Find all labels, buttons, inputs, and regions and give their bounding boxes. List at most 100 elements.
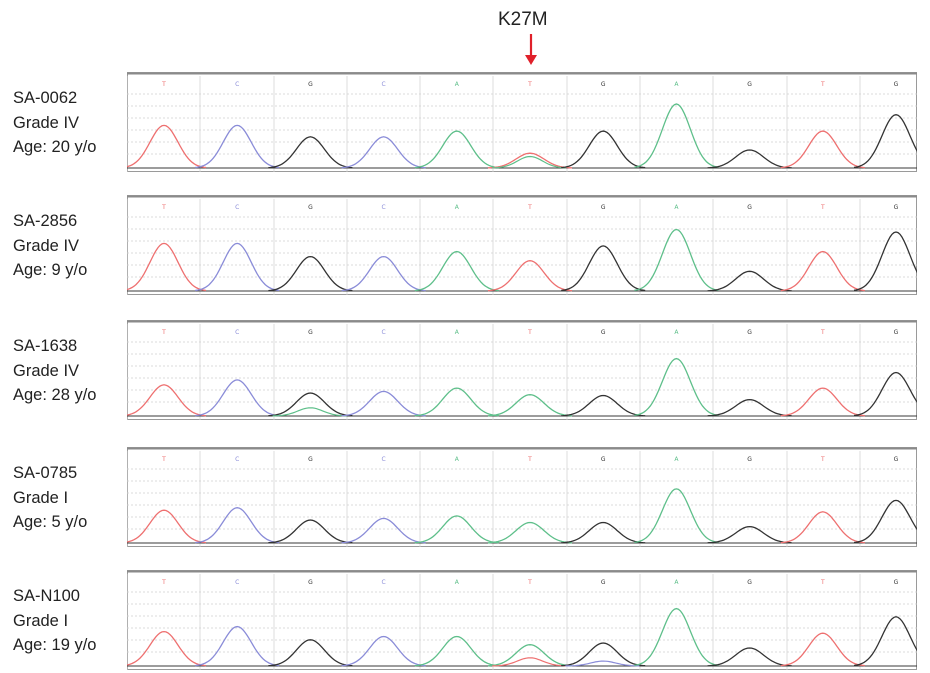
chromatogram-peak [780, 632, 865, 667]
base-call-label: T [527, 456, 532, 463]
chromatogram-peak [487, 644, 573, 667]
panel-frame [127, 320, 917, 420]
base-call-label: T [527, 579, 532, 586]
chromatogram-peak [634, 607, 719, 667]
sample-grade: Grade IV [13, 361, 80, 380]
chromatogram-peak [780, 511, 865, 544]
base-call-label: G [601, 204, 606, 211]
base-call-label: T [161, 204, 166, 211]
chromatogram-peak [561, 521, 646, 544]
chromatogram-peak [341, 255, 426, 292]
base-call-label: C [235, 81, 239, 88]
base-call-label: G [308, 579, 313, 586]
chromatogram-peak [341, 517, 426, 544]
base-call-label: T [820, 329, 825, 336]
chromatogram-peak [341, 136, 426, 169]
chromatogram-peak [127, 384, 207, 417]
chromatogram-peak [488, 152, 572, 169]
chromatogram-peak [414, 515, 499, 544]
chromatogram-peak [492, 155, 567, 169]
base-call-label: G [747, 204, 752, 211]
base-call-label: T [820, 456, 825, 463]
base-call-label: A [455, 579, 460, 586]
chromatogram-peak [634, 103, 719, 168]
base-call-label: C [381, 81, 385, 88]
base-call-label: G [894, 329, 899, 336]
chromatogram-peak [127, 124, 207, 169]
base-call-label: C [381, 456, 385, 463]
base-call-label: G [308, 329, 313, 336]
base-call-label: G [308, 456, 313, 463]
chromatogram-peak [195, 124, 280, 169]
sample-grade: Grade I [13, 611, 69, 630]
chromatogram-peak [780, 387, 865, 417]
chromatogram-peak [414, 130, 499, 169]
base-call-label: T [527, 204, 532, 211]
base-call-label: G [894, 81, 899, 88]
chromatogram-peak [268, 639, 353, 667]
base-call-label: G [894, 579, 899, 586]
chromatogram-peak [780, 250, 865, 292]
base-call-label: A [674, 456, 679, 463]
base-call-label: C [381, 579, 385, 586]
base-call-label: A [674, 204, 679, 211]
base-call-label: T [161, 579, 166, 586]
base-call-label: C [235, 329, 239, 336]
chromatogram-peak [341, 390, 426, 417]
mutation-arrow-icon [525, 34, 537, 65]
base-call-label: G [747, 579, 752, 586]
base-call-label: G [601, 329, 606, 336]
sample-id: SA-0062 [13, 89, 78, 107]
chromatogram-peak [853, 616, 917, 667]
base-call-label: A [674, 81, 679, 88]
chromatogram-peak [268, 392, 353, 417]
sample-row: SA-0785 Grade I Age: 5 y/o T C G C A T G A G T G [0, 447, 930, 557]
chromatogram-peak [341, 635, 426, 667]
chromatogram-peak [414, 250, 499, 292]
sample-id: SA-N100 [13, 587, 80, 605]
sample-age: Age: 19 y/o [13, 636, 97, 654]
chromatogram-peak [634, 357, 719, 417]
chromatogram-peak [272, 407, 347, 417]
base-call-label: C [235, 456, 239, 463]
base-call-label: T [161, 81, 166, 88]
panel-frame [127, 195, 917, 295]
chromatogram-peak [127, 630, 207, 667]
chromatogram-peak [853, 231, 917, 291]
chromatogram-peak [780, 130, 865, 169]
sample-row: SA-N100 Grade I Age: 19 y/o T C G C A T G A G T G [0, 570, 930, 673]
base-call-label: C [381, 329, 385, 336]
sample-age: Age: 28 y/o [13, 386, 97, 404]
chromatogram-peak [268, 136, 353, 169]
chromatogram-peak [853, 499, 917, 544]
chromatogram-peak [561, 394, 646, 417]
panel-frame [127, 447, 917, 547]
chromatogram-peak [127, 509, 207, 544]
sample-grade: Grade IV [13, 236, 80, 255]
base-call-label: T [161, 329, 166, 336]
base-call-label: T [161, 456, 166, 463]
sample-id: SA-0785 [13, 464, 78, 482]
base-call-label: A [674, 329, 679, 336]
chromatogram-peak [268, 255, 353, 292]
chromatogram-peak [565, 660, 640, 667]
chromatogram-peak [853, 371, 917, 417]
base-call-label: C [381, 204, 385, 211]
base-call-label: G [894, 456, 899, 463]
panel-frame [127, 570, 917, 670]
base-call-label: T [527, 329, 532, 336]
base-call-label: G [747, 329, 752, 336]
base-call-label: C [235, 204, 239, 211]
base-call-label: G [308, 204, 313, 211]
base-call-label: A [455, 204, 460, 211]
sample-age: Age: 20 y/o [13, 138, 97, 156]
chromatogram-peak [561, 130, 646, 169]
chromatogram-peak [268, 519, 353, 544]
chromatogram-peak [634, 228, 719, 291]
